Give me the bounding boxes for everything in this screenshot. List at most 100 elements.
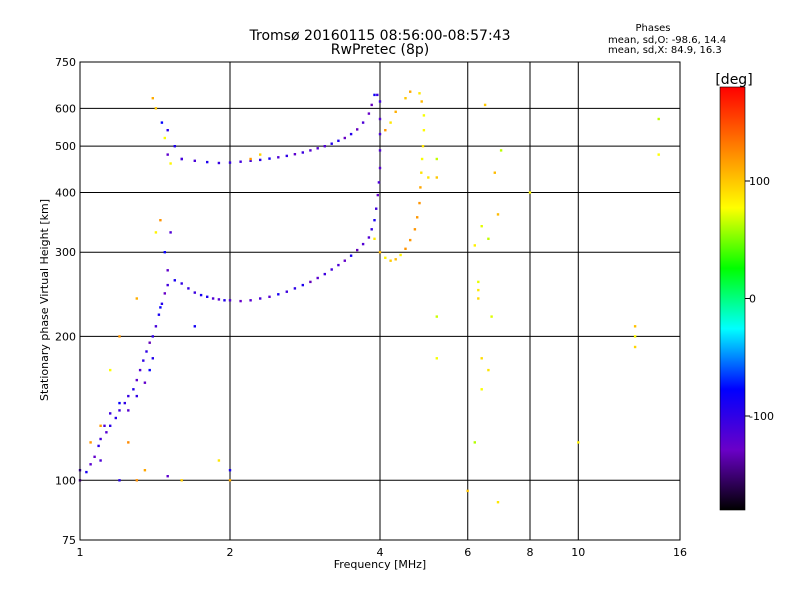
data-point <box>378 166 382 170</box>
data-point <box>259 158 262 162</box>
data-point <box>435 357 438 360</box>
colorbar-ticks: 100 0 -100 <box>745 175 774 423</box>
data-point <box>277 293 280 296</box>
data-point <box>135 479 138 482</box>
data-point <box>427 176 430 179</box>
data-point <box>657 153 660 156</box>
data-point <box>343 259 346 262</box>
data-point <box>370 228 373 231</box>
data-point <box>135 394 138 398</box>
data-point <box>239 299 242 303</box>
data-point <box>389 259 392 262</box>
data-point <box>361 121 365 124</box>
data-point <box>199 293 203 297</box>
colorbar <box>719 86 746 511</box>
data-point <box>169 231 172 234</box>
data-point <box>151 357 154 360</box>
data-point <box>376 93 379 97</box>
data-point <box>163 136 166 140</box>
data-point <box>293 287 297 290</box>
data-points <box>78 90 660 504</box>
data-point <box>160 302 164 305</box>
data-point <box>206 295 209 298</box>
data-point <box>378 100 382 103</box>
data-point <box>293 153 297 156</box>
data-point <box>389 121 392 124</box>
data-point <box>154 231 158 234</box>
y-tick-label: 200 <box>55 330 76 343</box>
data-point <box>378 117 382 121</box>
data-point <box>422 114 426 117</box>
data-point <box>249 159 252 162</box>
data-point <box>496 501 500 504</box>
chart-subtitle: RwPretec (8p) <box>331 42 429 58</box>
data-point <box>435 315 438 318</box>
data-point <box>404 247 407 250</box>
data-point <box>166 475 169 478</box>
data-point <box>85 470 88 474</box>
y-tick-label: 400 <box>55 186 76 199</box>
data-point <box>127 409 130 412</box>
data-point <box>466 489 469 493</box>
data-point <box>435 157 438 161</box>
data-point <box>285 154 288 158</box>
data-point <box>135 297 138 300</box>
y-tick-label: 600 <box>55 102 76 115</box>
x-axis-label: Frequency [MHz] <box>334 558 426 571</box>
data-point <box>420 100 423 103</box>
data-point <box>373 93 376 97</box>
data-point <box>477 297 480 300</box>
data-point <box>394 258 397 261</box>
data-point <box>166 269 169 272</box>
data-point <box>163 292 166 295</box>
data-point <box>228 479 232 482</box>
data-point <box>187 287 190 290</box>
data-point <box>142 359 145 362</box>
data-point <box>143 381 147 384</box>
data-point <box>416 216 419 219</box>
data-point <box>135 378 138 382</box>
data-point <box>496 213 500 216</box>
data-point <box>422 129 426 132</box>
data-point <box>127 394 130 398</box>
x-tick-label: 2 <box>227 546 234 559</box>
data-point <box>499 149 503 152</box>
data-point <box>473 244 476 247</box>
data-point <box>268 157 271 160</box>
data-point <box>277 156 280 159</box>
data-point <box>420 171 423 174</box>
colorbar-tick-label: 100 <box>749 175 770 188</box>
data-point <box>356 248 359 252</box>
data-point <box>337 263 340 267</box>
data-point <box>228 299 232 302</box>
data-point <box>384 256 387 259</box>
x-tick-label: 1 <box>77 546 84 559</box>
data-point <box>154 107 158 110</box>
data-point <box>657 117 660 121</box>
data-point <box>160 121 164 124</box>
data-point <box>384 129 387 132</box>
data-point <box>490 315 493 318</box>
data-point <box>370 103 373 107</box>
data-point <box>367 112 371 115</box>
data-point <box>373 237 376 240</box>
data-point <box>159 219 162 222</box>
data-point <box>633 345 637 349</box>
data-point <box>223 299 226 302</box>
data-point <box>330 142 333 145</box>
data-point <box>109 412 112 415</box>
data-point <box>217 459 221 462</box>
data-point <box>173 145 176 148</box>
data-point <box>285 290 288 293</box>
data-point <box>349 254 353 257</box>
data-point <box>378 132 382 136</box>
data-point <box>228 469 232 472</box>
data-point <box>419 186 422 189</box>
y-axis-ticks: 75 100 200 300 400 500 600 750 <box>55 56 76 547</box>
data-point <box>239 160 242 163</box>
data-point <box>217 161 221 165</box>
x-tick-label: 8 <box>527 546 534 559</box>
data-point <box>193 159 196 162</box>
data-point <box>480 357 483 360</box>
data-point <box>301 151 304 154</box>
